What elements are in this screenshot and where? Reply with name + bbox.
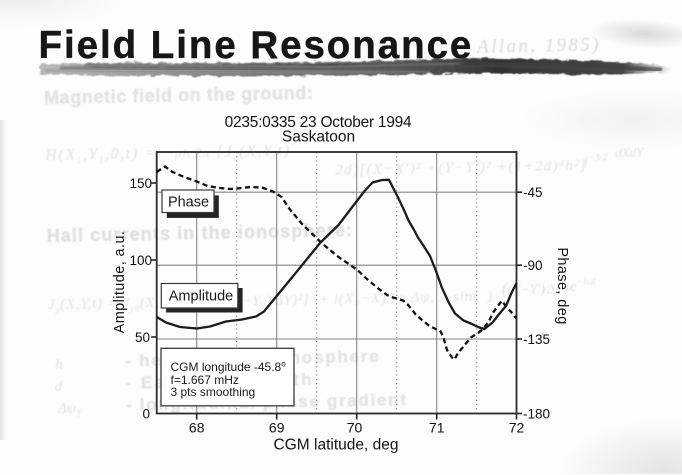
svg-text:72: 72 [509,420,525,436]
svg-text:Amplitude: Amplitude [169,288,233,304]
svg-text:-135: -135 [523,332,550,347]
svg-text:-45: -45 [523,185,543,200]
svg-text:71: 71 [429,420,445,436]
svg-text:-180: -180 [523,406,550,421]
svg-text:Phase, deg: Phase, deg [554,247,570,324]
svg-text:Phase: Phase [168,194,209,210]
svg-text:0235:0335 23 October 1994: 0235:0335 23 October 1994 [225,114,412,131]
svg-text:CGM longitude -45.8o: CGM longitude -45.8o [171,360,287,375]
svg-text:Saskatoon: Saskatoon [282,128,355,145]
svg-text:150: 150 [129,176,152,191]
svg-text:Amplitude, a.u.: Amplitude, a.u. [112,231,128,334]
svg-text:f=1.667 mHz: f=1.667 mHz [171,373,239,387]
svg-text:70: 70 [347,420,363,436]
svg-text:CGM latitude, deg: CGM latitude, deg [274,437,399,454]
svg-text:0: 0 [142,407,150,422]
svg-text:50: 50 [135,330,150,345]
svg-text:3 pts smoothing: 3 pts smoothing [171,385,256,399]
svg-text:69: 69 [269,420,285,436]
svg-text:-90: -90 [523,258,543,273]
svg-text:100: 100 [129,253,152,268]
svg-text:68: 68 [189,420,205,436]
